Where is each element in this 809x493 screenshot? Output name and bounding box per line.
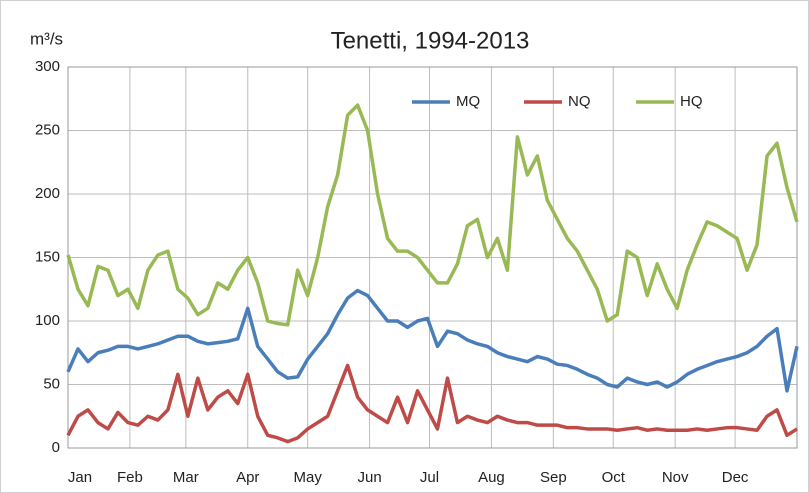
x-tick-label: Jun xyxy=(357,469,381,486)
y-axis-label: m³/s xyxy=(30,29,63,48)
x-tick-label: Dec xyxy=(722,469,749,486)
y-tick-label: 50 xyxy=(43,375,60,392)
y-tick-label: 250 xyxy=(35,121,60,138)
line xyxy=(66,103,799,327)
y-tick-label: 100 xyxy=(35,312,60,329)
x-tick-label: May xyxy=(293,469,322,486)
x-tick-label: Oct xyxy=(602,469,626,486)
x-tick-label: Feb xyxy=(117,469,143,486)
legend-label: NQ xyxy=(568,93,591,110)
y-tick-label: 150 xyxy=(35,248,60,265)
chart-title: Tenetti, 1994-2013 xyxy=(331,27,530,54)
x-tick-label: Sep xyxy=(540,469,567,486)
x-tick-label: Apr xyxy=(236,469,259,486)
x-tick-label: Aug xyxy=(478,469,505,486)
x-tick-label: Nov xyxy=(662,469,689,486)
y-tick-label: 200 xyxy=(35,185,60,202)
x-tick-label: Jul xyxy=(420,469,439,486)
x-tick-label: Jan xyxy=(68,469,92,486)
line xyxy=(66,363,798,444)
line xyxy=(66,288,799,393)
y-tick-label: 300 xyxy=(35,58,60,75)
legend-label: HQ xyxy=(680,93,703,110)
y-tick-label: 0 xyxy=(52,439,60,456)
x-tick-label: Mar xyxy=(173,469,199,486)
legend-label: MQ xyxy=(456,93,480,110)
